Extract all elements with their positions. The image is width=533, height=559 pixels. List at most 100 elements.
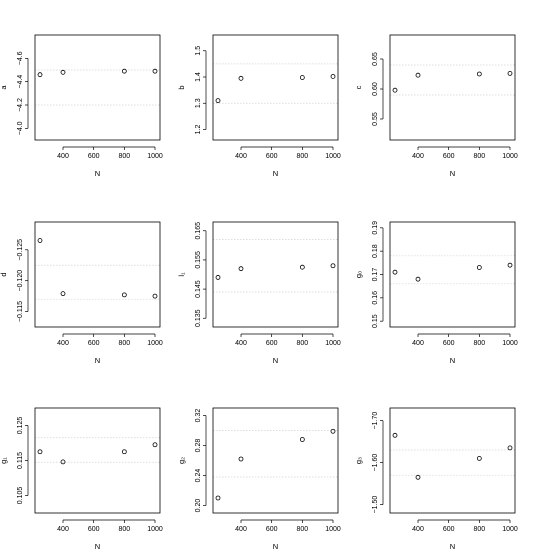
x-tick-label: 600 (443, 340, 455, 347)
x-tick-label: 1000 (325, 153, 341, 160)
data-point (60, 69, 66, 75)
y-tick-label: 0.55 (372, 112, 379, 126)
x-tick-label: 1000 (502, 526, 518, 533)
y-tick-label: −4.2 (17, 98, 24, 112)
x-tick-label: 800 (118, 340, 130, 347)
data-point (60, 459, 66, 465)
plot-frame (34, 221, 161, 328)
y-axis-label: g₁ (0, 457, 8, 464)
x-tick-label: 400 (57, 340, 69, 347)
x-axis-label: N (273, 169, 278, 178)
y-tick-label: 1.5 (195, 46, 202, 56)
data-point (392, 432, 398, 438)
x-axis-label: N (95, 169, 100, 178)
x-axis-label: N (450, 356, 455, 365)
data-point (392, 269, 398, 275)
data-point (238, 456, 244, 462)
y-tick-label: −4.0 (17, 121, 24, 135)
x-tick-label: 800 (296, 340, 308, 347)
data-point (476, 71, 482, 77)
plot-frame (212, 221, 339, 328)
panel-4: 400 600 800 1000 0.135 0.145 0.155 0.165 Nl₁ (177, 221, 341, 365)
x-tick-label: 800 (118, 153, 130, 160)
data-point (121, 68, 127, 74)
y-tick-label: 1.3 (195, 98, 202, 108)
y-tick-label: 1.4 (195, 72, 202, 82)
data-point (392, 87, 398, 93)
x-axis-label: N (273, 356, 278, 365)
y-axis-label: d (0, 272, 8, 276)
y-tick-label: 0.65 (372, 52, 379, 66)
x-tick-label: 400 (57, 526, 69, 533)
data-point (152, 442, 158, 448)
plot-frame (34, 407, 161, 514)
data-point (121, 449, 127, 455)
y-axis-label: g₃ (354, 457, 363, 464)
panel-0: 400 600 800 1000 −4.6 −4.4 −4.2 −4.0 Na (0, 34, 163, 178)
y-tick-label: −1.60 (372, 454, 379, 472)
y-axis-label: g₂ (177, 457, 186, 464)
plot-frame (34, 34, 161, 141)
x-tick-label: 1000 (325, 340, 341, 347)
y-tick-label: −0.120 (17, 270, 24, 292)
plot-frame (389, 34, 516, 141)
data-point (215, 495, 221, 501)
data-point (415, 276, 421, 282)
y-tick-label: 0.115 (17, 452, 24, 469)
y-tick-label: −4.4 (17, 75, 24, 89)
y-tick-label: 0.60 (372, 82, 379, 96)
x-axis-label: N (450, 542, 455, 551)
data-point (37, 449, 43, 455)
panel-6: 400 600 800 1000 0.105 0.115 0.125 Ng₁ (0, 407, 163, 551)
y-tick-label: 0.145 (195, 280, 202, 298)
x-tick-label: 1000 (147, 340, 163, 347)
data-point (37, 238, 43, 243)
panel-8: 400 600 800 1000 −1.70 −1.60 −1.50 Ng₃ (354, 407, 518, 551)
data-point (60, 291, 66, 297)
y-tick-label: −0.125 (17, 239, 24, 261)
x-tick-label: 800 (473, 340, 485, 347)
x-tick-label: 600 (266, 340, 278, 347)
data-point (299, 75, 305, 80)
plot-frame (212, 407, 339, 514)
plot-frame (212, 34, 339, 141)
data-point (476, 265, 482, 270)
x-axis-label: N (95, 542, 100, 551)
panel-3: 400 600 800 1000 −0.125 −0.120 −0.115 Nd (0, 221, 163, 365)
y-tick-label: 0.19 (372, 221, 379, 235)
y-tick-label: 0.32 (195, 409, 202, 423)
x-tick-label: 600 (266, 526, 278, 533)
y-axis-label: l₁ (177, 272, 186, 277)
x-axis-label: N (95, 356, 100, 365)
x-tick-label: 800 (296, 526, 308, 533)
data-point (238, 75, 244, 81)
data-point (476, 455, 482, 461)
y-tick-label: 0.15 (372, 314, 379, 328)
plot-frame (389, 407, 516, 514)
y-axis-label: b (177, 85, 186, 89)
x-tick-label: 800 (296, 153, 308, 160)
x-tick-label: 1000 (502, 153, 518, 160)
data-point (121, 292, 127, 298)
x-tick-label: 600 (88, 153, 100, 160)
plot-frame (389, 221, 516, 328)
y-tick-label: 0.165 (195, 222, 202, 240)
data-point (415, 474, 421, 480)
data-point (330, 428, 336, 434)
x-tick-label: 400 (235, 340, 247, 347)
x-tick-label: 600 (88, 340, 100, 347)
data-point (299, 437, 305, 442)
data-point (215, 98, 221, 104)
x-tick-label: 400 (412, 340, 424, 347)
y-tick-label: 0.28 (195, 439, 202, 453)
y-tick-label: 0.18 (372, 244, 379, 258)
x-tick-label: 600 (443, 526, 455, 533)
data-point (37, 72, 43, 78)
data-point (152, 293, 158, 299)
x-tick-label: 400 (57, 153, 69, 160)
data-point (330, 263, 336, 269)
data-point (507, 262, 513, 268)
x-tick-label: 400 (235, 153, 247, 160)
y-tick-label: 0.105 (17, 487, 24, 505)
